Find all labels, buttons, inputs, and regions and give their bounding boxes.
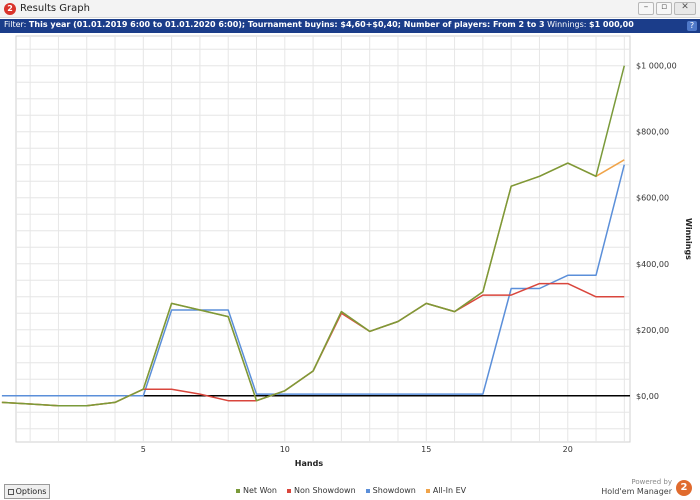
y-tick-label: $600,00 [636, 194, 669, 203]
close-button[interactable]: ✕ [674, 2, 696, 15]
series-line-net-won [1, 65, 626, 407]
filter-description: Filter: This year (01.01.2019 6:00 to 01… [4, 20, 634, 29]
filter-text: This year (01.01.2019 6:00 to 01.01.2020… [28, 20, 545, 29]
window-controls: – ▫ ✕ [638, 2, 696, 15]
restore-button[interactable]: ▫ [656, 2, 672, 15]
y-tick-label: $1 000,00 [636, 62, 677, 71]
restore-icon: ▫ [660, 2, 668, 12]
options-button[interactable]: Options [4, 484, 50, 499]
legend-swatch [287, 488, 291, 493]
powered-by-text: Powered by [631, 478, 672, 486]
filter-winnings-value: $1 000,00 [589, 20, 634, 29]
legend-swatch [236, 488, 240, 493]
legend-item[interactable]: Showdown [365, 486, 416, 495]
options-icon [7, 488, 14, 495]
x-tick-label: 15 [421, 445, 431, 454]
brand-name: Hold'em Manager [601, 487, 672, 496]
y-tick-label: $0,00 [636, 392, 659, 401]
options-label: Options [15, 487, 47, 496]
close-icon: ✕ [681, 2, 689, 12]
legend-label: Non Showdown [294, 486, 356, 495]
filter-winnings-label: Winnings: [547, 20, 587, 29]
minimize-icon: – [643, 2, 649, 12]
app-logo-icon: 2 [4, 3, 16, 15]
brand-logo-icon: 2 [676, 480, 692, 496]
legend-item[interactable]: Non Showdown [287, 486, 356, 495]
legend-swatch [365, 488, 370, 493]
y-tick-label: $200,00 [636, 326, 669, 335]
legend-label: All-In EV [432, 486, 467, 495]
minimize-button[interactable]: – [638, 2, 654, 15]
x-tick-label: 20 [563, 445, 573, 454]
x-tick-label: 5 [141, 445, 146, 454]
y-axis-label: Winnings [684, 218, 693, 260]
legend-label: Showdown [372, 486, 416, 495]
branding: Powered by Hold'em Manager 2 [594, 478, 694, 500]
y-tick-label: $400,00 [636, 260, 669, 269]
plot-area [15, 35, 631, 443]
filter-prefix: Filter: [4, 20, 27, 29]
legend-swatch [425, 488, 430, 493]
help-icon[interactable]: ? [687, 21, 697, 31]
series-line-showdown [1, 164, 626, 397]
legend-item[interactable]: All-In EV [425, 486, 467, 495]
filter-bar: Filter: This year (01.01.2019 6:00 to 01… [0, 19, 700, 33]
chart-legend: Net Won Non Showdown Showdown All-In EV [236, 486, 466, 495]
results-chart: 5 10 15 20 $0,00 $200,00 $400,00 $600,00 $800,00… [1, 35, 693, 468]
legend-item[interactable]: Net Won [236, 486, 277, 495]
y-tick-label: $800,00 [636, 128, 669, 137]
x-tick-label: 10 [280, 445, 290, 454]
title-bar: 2 Results Graph – ▫ ✕ [0, 0, 700, 18]
x-axis-label: Hands [295, 459, 324, 468]
window-title: Results Graph [20, 3, 90, 14]
legend-label: Net Won [243, 486, 277, 495]
